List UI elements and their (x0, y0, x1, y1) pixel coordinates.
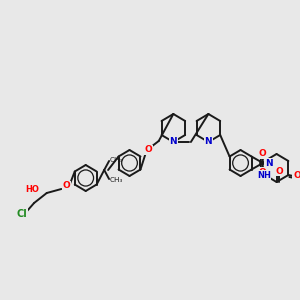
Text: O: O (144, 146, 152, 154)
Text: CH₃: CH₃ (110, 177, 123, 183)
Text: O: O (258, 149, 266, 158)
Text: Cl: Cl (16, 209, 27, 219)
Text: O: O (258, 168, 266, 177)
Text: O: O (293, 172, 300, 181)
Text: HO: HO (25, 185, 39, 194)
Text: CH₃: CH₃ (110, 157, 123, 163)
Text: O: O (62, 182, 70, 190)
Text: N: N (265, 158, 273, 167)
Text: O: O (276, 167, 283, 176)
Text: NH: NH (257, 170, 271, 179)
Text: N: N (169, 137, 177, 146)
Text: N: N (205, 137, 212, 146)
